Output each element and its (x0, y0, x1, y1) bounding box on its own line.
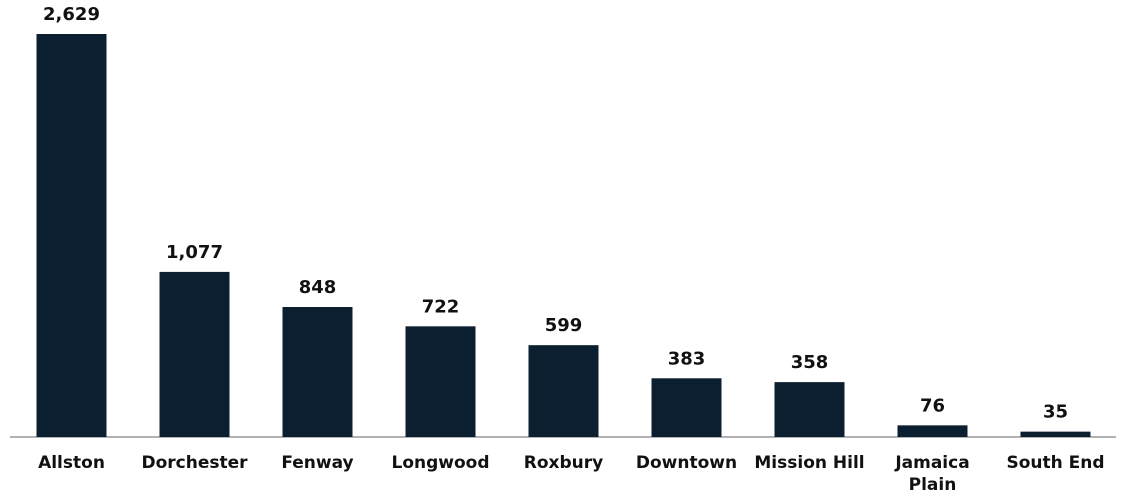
bar (159, 271, 230, 437)
value-label: 35 (1043, 402, 1068, 423)
x-tick-label: Dorchester (141, 453, 248, 473)
value-label: 722 (422, 296, 460, 317)
bar (1020, 431, 1091, 437)
value-label: 848 (299, 277, 337, 298)
value-label: 599 (545, 315, 583, 336)
bar (528, 345, 599, 437)
bar (651, 378, 722, 437)
bar (897, 425, 968, 437)
x-tick-label: Roxbury (523, 453, 604, 473)
x-tick-label: Longwood (391, 453, 490, 473)
value-label: 2,629 (43, 4, 100, 25)
x-tick-label: Fenway (281, 453, 354, 473)
bar (282, 307, 353, 437)
value-label: 358 (791, 352, 829, 373)
x-tick-label: Jamaica Plain (895, 453, 970, 495)
value-label: 383 (668, 348, 706, 369)
value-label: 1,077 (166, 242, 223, 263)
x-tick-label: Mission Hill (754, 453, 865, 473)
value-label: 76 (920, 395, 945, 416)
bar (774, 382, 845, 437)
bar (36, 34, 107, 437)
x-tick-label: South End (1006, 453, 1105, 473)
bar (405, 326, 476, 437)
x-tick-label: Downtown (635, 453, 738, 473)
x-tick-label: Allston (38, 453, 105, 473)
